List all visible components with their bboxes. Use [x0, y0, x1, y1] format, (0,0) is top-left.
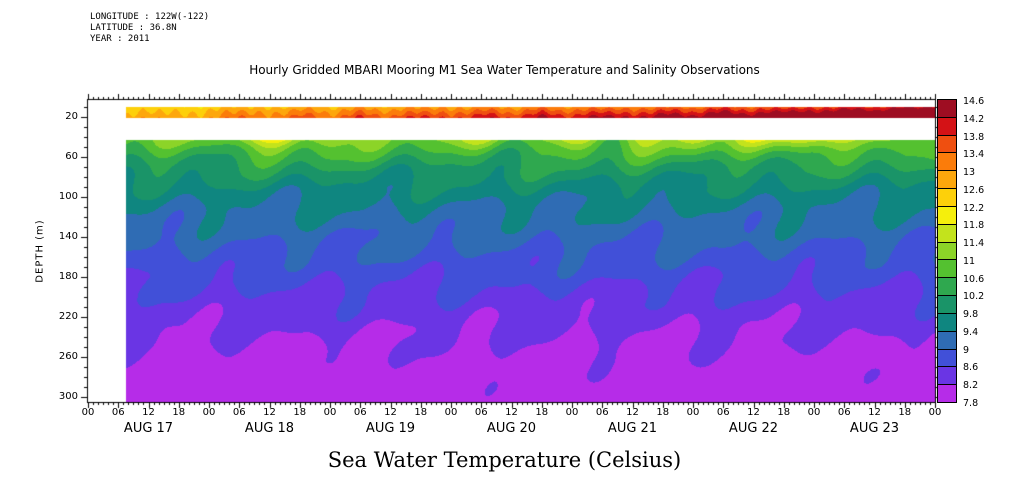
x-axis-hour-label: 18	[898, 407, 912, 418]
x-axis-day-label: AUG 22	[728, 421, 779, 436]
colorbar-tick-label: 9.4	[963, 326, 979, 338]
x-axis-hour-label: 18	[414, 407, 428, 418]
x-axis-day-label: AUG 19	[365, 421, 416, 436]
colorbar-tick-label: 11.8	[963, 220, 985, 232]
x-axis-hour-label: 18	[535, 407, 549, 418]
colorbar-tick-label: 9.8	[963, 309, 979, 321]
x-axis-hour-label: 06	[232, 407, 246, 418]
colorbar-tick-label: 12.6	[963, 184, 985, 196]
colorbar-band	[938, 330, 956, 349]
x-axis-hour-label: 00	[444, 407, 458, 418]
colorbar-tick-label: 14.6	[963, 96, 985, 107]
colorbar-tick-label: 8.6	[963, 362, 979, 374]
x-axis-day-label: AUG 21	[607, 421, 658, 436]
x-axis-hour-label: 18	[777, 407, 791, 418]
x-axis-hour-label: 06	[595, 407, 609, 418]
x-axis-hour-label: 00	[565, 407, 579, 418]
colorbar-tick-label: 9	[963, 344, 970, 356]
x-axis-hour-label: 00	[928, 407, 942, 418]
colorbar-band	[938, 223, 956, 242]
colorbar-band	[938, 205, 956, 224]
y-axis-label: DEPTH (m)	[34, 219, 46, 283]
x-axis-hour-label: 12	[747, 407, 760, 418]
colorbar-band	[938, 295, 956, 313]
x-axis-hour-label: 18	[172, 407, 186, 418]
colorbar-band	[938, 152, 956, 171]
y-axis-tick-label: 140	[58, 231, 78, 242]
colorbar-band	[938, 116, 956, 135]
y-axis-tick-label: 20	[65, 111, 78, 122]
latitude-label: LATITUDE : 36.8N	[90, 23, 177, 33]
x-axis-hour-label: 00	[81, 407, 95, 418]
colorbar-band	[938, 277, 956, 296]
y-axis-tick-label: 180	[58, 271, 78, 282]
x-axis-day-label: AUG 17	[123, 421, 174, 436]
x-axis-hour-label: 12	[142, 407, 155, 418]
x-axis-hour-label: 06	[716, 407, 730, 418]
x-axis-hour-label: 12	[263, 407, 276, 418]
colorbar-band	[938, 170, 956, 189]
colorbar-band	[938, 241, 956, 260]
colorbar-band	[938, 188, 956, 206]
x-axis-hour-label: 00	[807, 407, 821, 418]
x-axis-day-label: AUG 20	[486, 421, 537, 436]
x-axis-hour-label: 00	[686, 407, 700, 418]
colorbar-tick-label: 13	[963, 167, 976, 179]
colorbar-tick-label: 10.2	[963, 291, 985, 303]
x-axis-hour-label: 12	[868, 407, 881, 418]
x-axis-day-label: AUG 23	[849, 421, 900, 436]
x-axis-hour-label: 06	[474, 407, 488, 418]
colorbar-band	[938, 259, 956, 278]
colorbar-tick-label: 14.2	[963, 113, 985, 125]
year-label: YEAR : 2011	[90, 34, 150, 44]
x-axis-hour-label: 06	[837, 407, 851, 418]
colorbar-band	[938, 348, 956, 367]
x-axis-hour-label: 18	[656, 407, 670, 418]
x-axis-hour-label: 00	[202, 407, 216, 418]
x-axis-title: Sea Water Temperature (Celsius)	[327, 448, 682, 472]
colorbar-tick-label: 12.2	[963, 202, 985, 214]
colorbar-band	[938, 384, 956, 403]
colorbar-tick-label: 8.2	[963, 380, 979, 392]
plot-title: Hourly Gridded MBARI Mooring M1 Sea Wate…	[249, 63, 760, 77]
colorbar-band	[938, 100, 956, 117]
y-axis-tick-label: 100	[58, 191, 78, 202]
colorbar-band	[938, 134, 956, 153]
x-axis-hour-label: 00	[323, 407, 337, 418]
colorbar-tick-label: 10.6	[963, 273, 985, 285]
colorbar-tick-label: 11.4	[963, 238, 985, 250]
y-axis-tick-label: 60	[65, 151, 78, 162]
x-axis-day-label: AUG 18	[244, 421, 295, 436]
y-axis-tick-label: 260	[58, 351, 78, 362]
colorbar-tick-label: 13.8	[963, 131, 985, 143]
colorbar-tick-label: 7.8	[963, 398, 979, 409]
colorbar-band	[938, 312, 956, 331]
x-axis-hour-label: 12	[626, 407, 639, 418]
x-axis-hour-label: 06	[353, 407, 367, 418]
colorbar	[937, 99, 957, 403]
y-axis-tick-label: 300	[58, 391, 78, 402]
x-axis-hour-label: 18	[293, 407, 307, 418]
colorbar-tick-label: 13.4	[963, 149, 985, 161]
x-axis-hour-label: 06	[111, 407, 125, 418]
longitude-label: LONGITUDE : 122W(-122)	[90, 12, 210, 22]
y-axis-tick-label: 220	[58, 311, 78, 322]
colorbar-tick-label: 11	[963, 255, 976, 267]
colorbar-band	[938, 366, 956, 385]
x-axis-hour-label: 12	[505, 407, 518, 418]
x-axis-hour-label: 12	[384, 407, 397, 418]
